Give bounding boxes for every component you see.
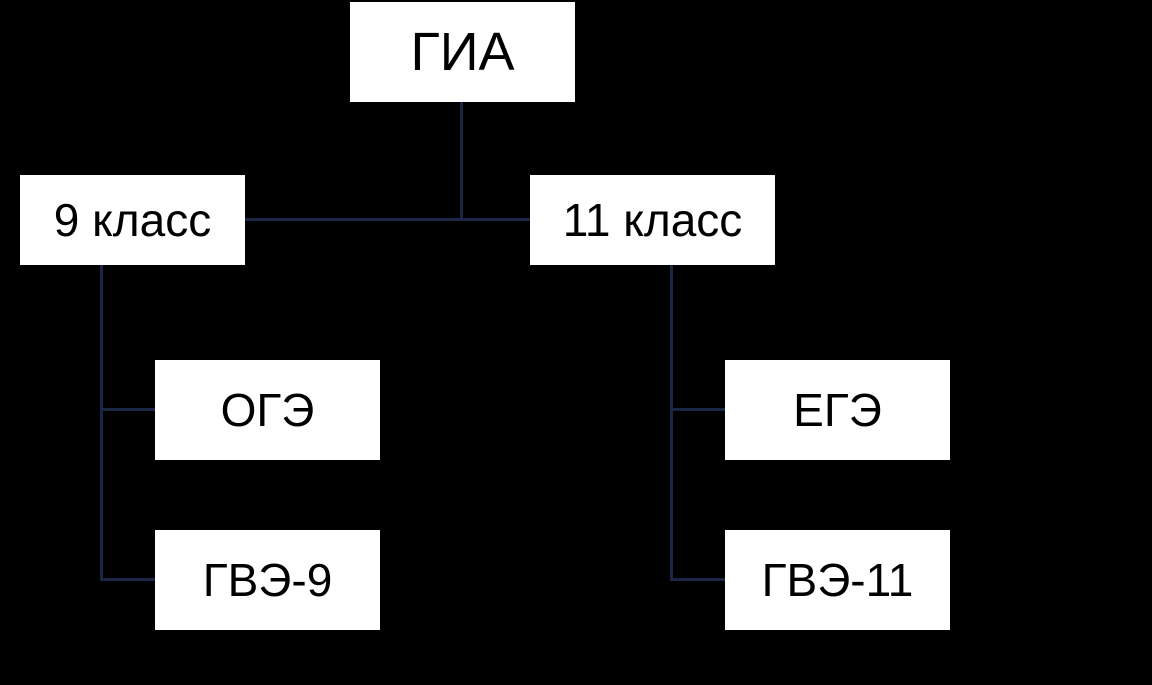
node-gve9: ГВЭ-9 [155,530,380,630]
edge-class11-ege [670,408,725,411]
node-class11-label: 11 класс [563,193,743,247]
node-oge: ОГЭ [155,360,380,460]
edge-root-stem [460,102,463,220]
node-ege-label: ЕГЭ [793,383,882,437]
node-class9: 9 класс [20,175,245,265]
node-gve11-label: ГВЭ-11 [762,553,914,607]
node-root-label: ГИА [410,21,514,83]
edge-class9-gve9 [100,578,155,581]
node-class11: 11 класс [530,175,775,265]
edge-class9-vertical [100,265,103,580]
node-ege: ЕГЭ [725,360,950,460]
node-oge-label: ОГЭ [221,383,315,437]
edge-class11-gve11 [670,578,725,581]
edge-class11-vertical [670,265,673,580]
node-root: ГИА [350,2,575,102]
node-class9-label: 9 класс [54,193,211,247]
node-gve11: ГВЭ-11 [725,530,950,630]
node-gve9-label: ГВЭ-9 [203,553,333,607]
edge-horizontal-top [245,218,530,221]
edge-class9-oge [100,408,155,411]
